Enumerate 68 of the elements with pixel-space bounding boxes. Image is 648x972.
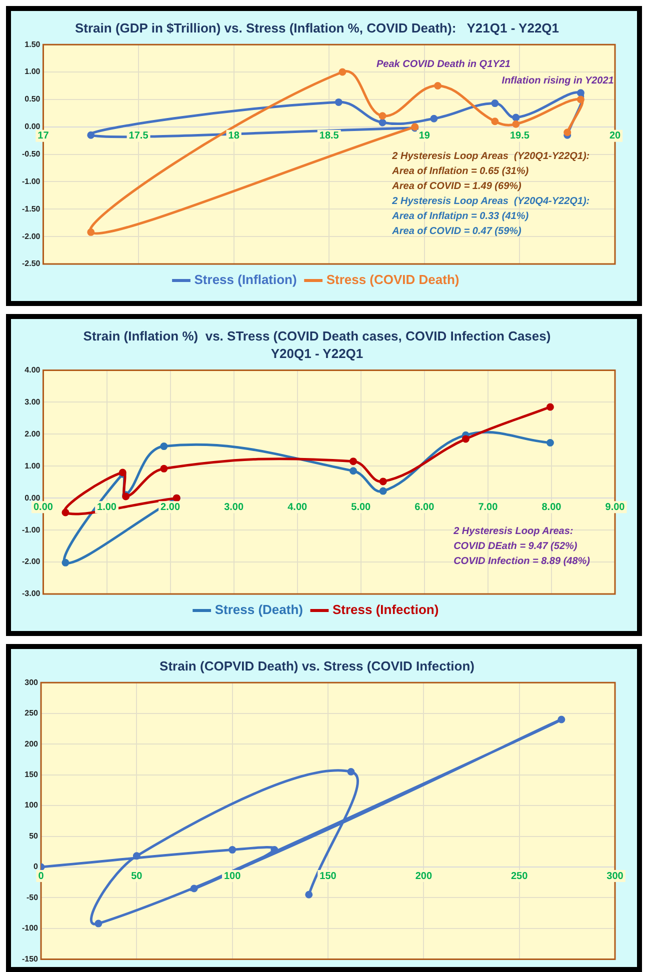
x-tick-label: 5.00 (351, 502, 372, 513)
y-tick-label: 3.00 (24, 397, 41, 406)
x-tick-label: 300 (606, 870, 624, 882)
chart-subtitle: Y20Q1 - Y22Q1 (270, 346, 364, 361)
x-tick-label: 150 (320, 870, 337, 882)
annotation: Area of Inflation = 0.65 (31%) (391, 166, 530, 177)
x-tick-label: 18 (228, 130, 240, 142)
y-tick-label: -100 (22, 924, 39, 933)
legend-label: Stress (Death) (214, 602, 303, 618)
y-tick-label: 2.00 (24, 429, 41, 438)
y-tick-label: 0.50 (24, 94, 41, 104)
y-tick-label: -1.00 (22, 525, 41, 534)
y-tick-label: -2.50 (22, 259, 41, 268)
legend-label: Stress (Infection) (332, 602, 439, 618)
y-tick-label: -2.00 (22, 557, 41, 566)
y-tick-label: 4.00 (24, 365, 41, 374)
y-tick-label: -50 (26, 892, 39, 902)
y-tick-label: -0.50 (22, 150, 41, 159)
y-tick-label: 1.50 (24, 40, 41, 49)
x-tick-label: 4.00 (288, 502, 308, 513)
annotation: COVID Infection = 8.89 (48%) (454, 556, 591, 567)
x-tick-label: 250 (510, 870, 528, 882)
annotation: Area of Inflatipn = 0.33 (41%) (391, 210, 530, 222)
y-tick-label: 1.00 (24, 67, 41, 76)
y-tick-label: -1.50 (22, 204, 41, 214)
x-tick-label: 17.5 (128, 130, 149, 142)
x-tick-label: 3.00 (224, 502, 244, 513)
x-tick-label: 100 (224, 870, 242, 882)
x-tick-label: 9.00 (605, 502, 626, 513)
y-tick-label: 0 (34, 862, 39, 872)
annotation: Area of COVID = 1.49 (69%) (391, 180, 522, 192)
annotation: COVID DEath = 9.47 (52%) (454, 540, 578, 552)
x-tick-label: 17 (38, 130, 50, 142)
legend-label: Stress (COVID Death) (326, 272, 460, 288)
x-tick-label: 19.5 (510, 130, 530, 142)
x-tick-label: 50 (131, 870, 143, 882)
y-tick-label: -1.00 (22, 176, 41, 186)
chart-title: Strain (GDP in $Trillion) vs. Stress (Inflation %, COVID Death): Y21Q1 - Y22Q1 (74, 20, 560, 36)
legend-label: Stress (Inflation) (194, 272, 297, 288)
y-tick-label: 150 (24, 770, 39, 780)
y-tick-label: 0.00 (24, 122, 41, 132)
x-tick-label: 18.5 (319, 130, 340, 142)
y-tick-label: 250 (24, 708, 39, 718)
annotation: 2 Hysteresis Loop Areas: (452, 526, 574, 537)
y-tick-label: -2.00 (22, 232, 41, 241)
annotation: 2 Hysteresis Loop Areas (Y20Q4-Y22Q1): (391, 196, 590, 207)
chart-title: Strain (Inflation %) vs. STress (COVID Death cases, COVID Infection Cases) (83, 328, 551, 344)
annotation: Inflation rising in Y2021 (502, 76, 614, 87)
y-tick-label: -150 (22, 954, 39, 964)
x-tick-label: 20 (609, 130, 621, 142)
y-tick-label: 50 (29, 831, 39, 840)
x-tick-label: 7.00 (478, 502, 498, 513)
chart-title: Strain (COPVID Death) vs. Stress (COVID Infection) (160, 658, 474, 674)
y-tick-label: 0.00 (24, 493, 41, 502)
x-tick-label: 1.00 (97, 502, 117, 513)
y-tick-label: 1.00 (24, 461, 41, 470)
y-tick-label: 300 (24, 678, 39, 687)
x-tick-label: 200 (415, 870, 432, 882)
x-tick-label: 8.00 (542, 502, 562, 513)
x-tick-label: 6.00 (414, 502, 435, 513)
y-tick-label: -3.00 (22, 589, 41, 598)
y-tick-label: 100 (24, 800, 39, 810)
annotation: Peak COVID Death in Q1Y21 (376, 59, 511, 70)
x-tick-label: 19 (418, 130, 430, 142)
x-tick-label: 2.00 (160, 502, 180, 513)
annotation: 2 Hysteresis Loop Areas (Y20Q1-Y22Q1): (391, 150, 590, 162)
y-tick-label: 200 (24, 739, 39, 748)
annotation: Area of COVID = 0.47 (59%) (391, 226, 522, 237)
